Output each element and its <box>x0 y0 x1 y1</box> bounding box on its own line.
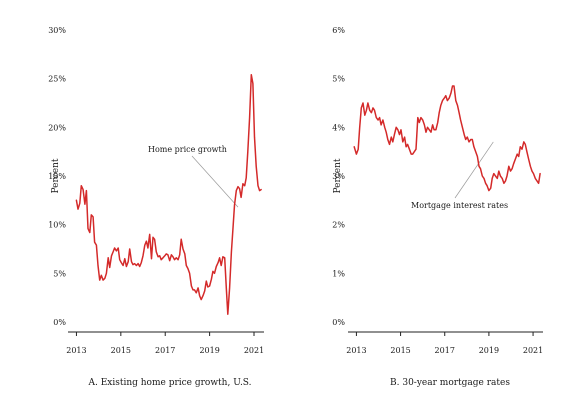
y-tick-label: 15% <box>48 172 66 181</box>
x-axis-ticks: 2013 2015 2017 2019 2021 <box>66 332 264 355</box>
x-tick-label: 2015 <box>390 346 410 355</box>
y-axis-label: Percent <box>333 158 343 193</box>
x-tick-label: 2017 <box>435 346 455 355</box>
series-line-home-price-growth <box>75 74 262 315</box>
y-tick-label: 30% <box>48 26 66 35</box>
y-tick-label: 20% <box>48 123 66 132</box>
y-tick-label: 0% <box>332 318 345 327</box>
series-line-mortgage-rates <box>353 85 541 192</box>
y-axis-label: Percent <box>51 158 61 193</box>
y-tick-label: 2% <box>332 221 345 230</box>
x-tick-label: 2019 <box>479 346 499 355</box>
y-tick-label: 6% <box>332 26 345 35</box>
chart-caption: A. Existing home price growth, U.S. <box>87 378 251 388</box>
chart-home-price-growth: 0% 5% 10% 15% 20% 25% 30% 2013 2015 2017 2019 2021… <box>48 26 264 388</box>
y-tick-label: 0% <box>53 318 66 327</box>
annotation-leader-line <box>191 155 239 208</box>
annotation-home-price-growth: Home price growth <box>148 145 227 154</box>
x-tick-label: 2017 <box>155 346 175 355</box>
annotation-leader-line <box>454 141 494 199</box>
annotation-mortgage-interest-rates: Mortgage interest rates <box>411 201 508 210</box>
x-tick-label: 2013 <box>346 346 366 355</box>
y-axis-ticks: 0% 1% 2% 3% 4% 5% 6% <box>332 26 345 327</box>
y-tick-label: 4% <box>332 123 345 132</box>
y-tick-label: 5% <box>332 75 345 84</box>
x-tick-label: 2013 <box>66 346 86 355</box>
x-tick-label: 2021 <box>523 346 543 355</box>
y-tick-label: 1% <box>332 269 345 278</box>
x-tick-label: 2019 <box>199 346 219 355</box>
y-tick-label: 3% <box>332 172 345 181</box>
y-tick-label: 25% <box>48 75 66 84</box>
y-tick-label: 10% <box>48 221 66 230</box>
y-axis-ticks: 0% 5% 10% 15% 20% 25% 30% <box>48 26 66 327</box>
y-tick-label: 5% <box>53 269 66 278</box>
x-axis-ticks: 2013 2015 2017 2019 2021 <box>346 332 543 355</box>
x-tick-label: 2015 <box>111 346 131 355</box>
x-tick-label: 2021 <box>244 346 264 355</box>
chart-caption: B. 30-year mortgage rates <box>390 378 510 388</box>
chart-mortgage-rates: 0% 1% 2% 3% 4% 5% 6% 2013 2015 2017 2019 2021 Perc… <box>332 26 543 388</box>
